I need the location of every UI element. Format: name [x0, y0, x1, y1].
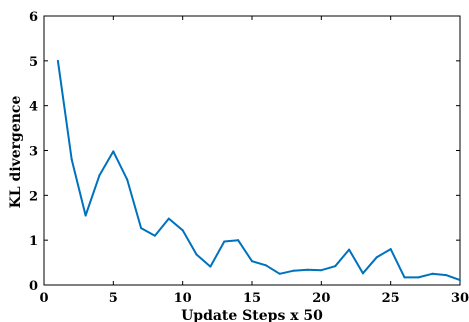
data-point	[181, 229, 184, 232]
y-tick-label: 3	[29, 145, 38, 160]
data-point	[375, 256, 378, 259]
y-tick-label: 5	[29, 55, 38, 70]
y-axis-label: KL divergence	[8, 96, 24, 209]
data-point	[334, 265, 337, 268]
data-point	[126, 178, 129, 181]
data-point	[98, 174, 101, 177]
series-line	[56, 60, 461, 282]
data-point	[306, 268, 309, 271]
data-point	[348, 248, 351, 251]
x-axis-label: Update Steps x 50	[181, 308, 323, 322]
data-point	[56, 59, 59, 62]
y-tick-label: 0	[29, 279, 38, 294]
x-tick-label: 20	[312, 291, 330, 306]
data-point	[153, 234, 156, 237]
x-tick-label: 30	[451, 291, 469, 306]
data-point	[251, 260, 253, 263]
data-point	[70, 158, 73, 161]
data-point	[195, 253, 198, 256]
x-tick-label: 25	[382, 291, 400, 306]
data-point	[167, 217, 170, 220]
data-point	[223, 240, 226, 243]
data-point	[445, 274, 448, 277]
data-point	[278, 272, 281, 275]
x-tick-label: 5	[109, 291, 118, 306]
data-point	[112, 150, 115, 153]
data-point	[237, 239, 240, 242]
plot-area	[43, 15, 461, 286]
data-point	[264, 264, 267, 267]
series-layer	[56, 59, 461, 282]
data-point	[459, 279, 461, 282]
data-point	[417, 276, 420, 279]
data-point	[84, 214, 87, 217]
plot-frame	[43, 15, 461, 286]
data-point	[403, 276, 406, 279]
y-tick-label: 1	[29, 234, 38, 249]
data-point	[431, 272, 434, 275]
x-tick-label: 15	[243, 291, 261, 306]
data-point	[320, 269, 323, 272]
data-point	[389, 248, 392, 251]
data-point	[140, 227, 143, 230]
data-point	[361, 272, 364, 275]
x-tick-label: 10	[174, 291, 192, 306]
y-tick-label: 2	[29, 189, 38, 204]
y-axis-ticks: 0 1 2 3 4 5 6	[29, 10, 460, 294]
y-tick-label: 4	[29, 100, 38, 115]
data-point	[209, 265, 212, 268]
x-axis-ticks: 0 5 10 15 20 25 30	[39, 16, 469, 306]
y-tick-label: 6	[29, 10, 38, 25]
data-point	[292, 269, 295, 272]
x-tick-label: 0	[39, 291, 48, 306]
